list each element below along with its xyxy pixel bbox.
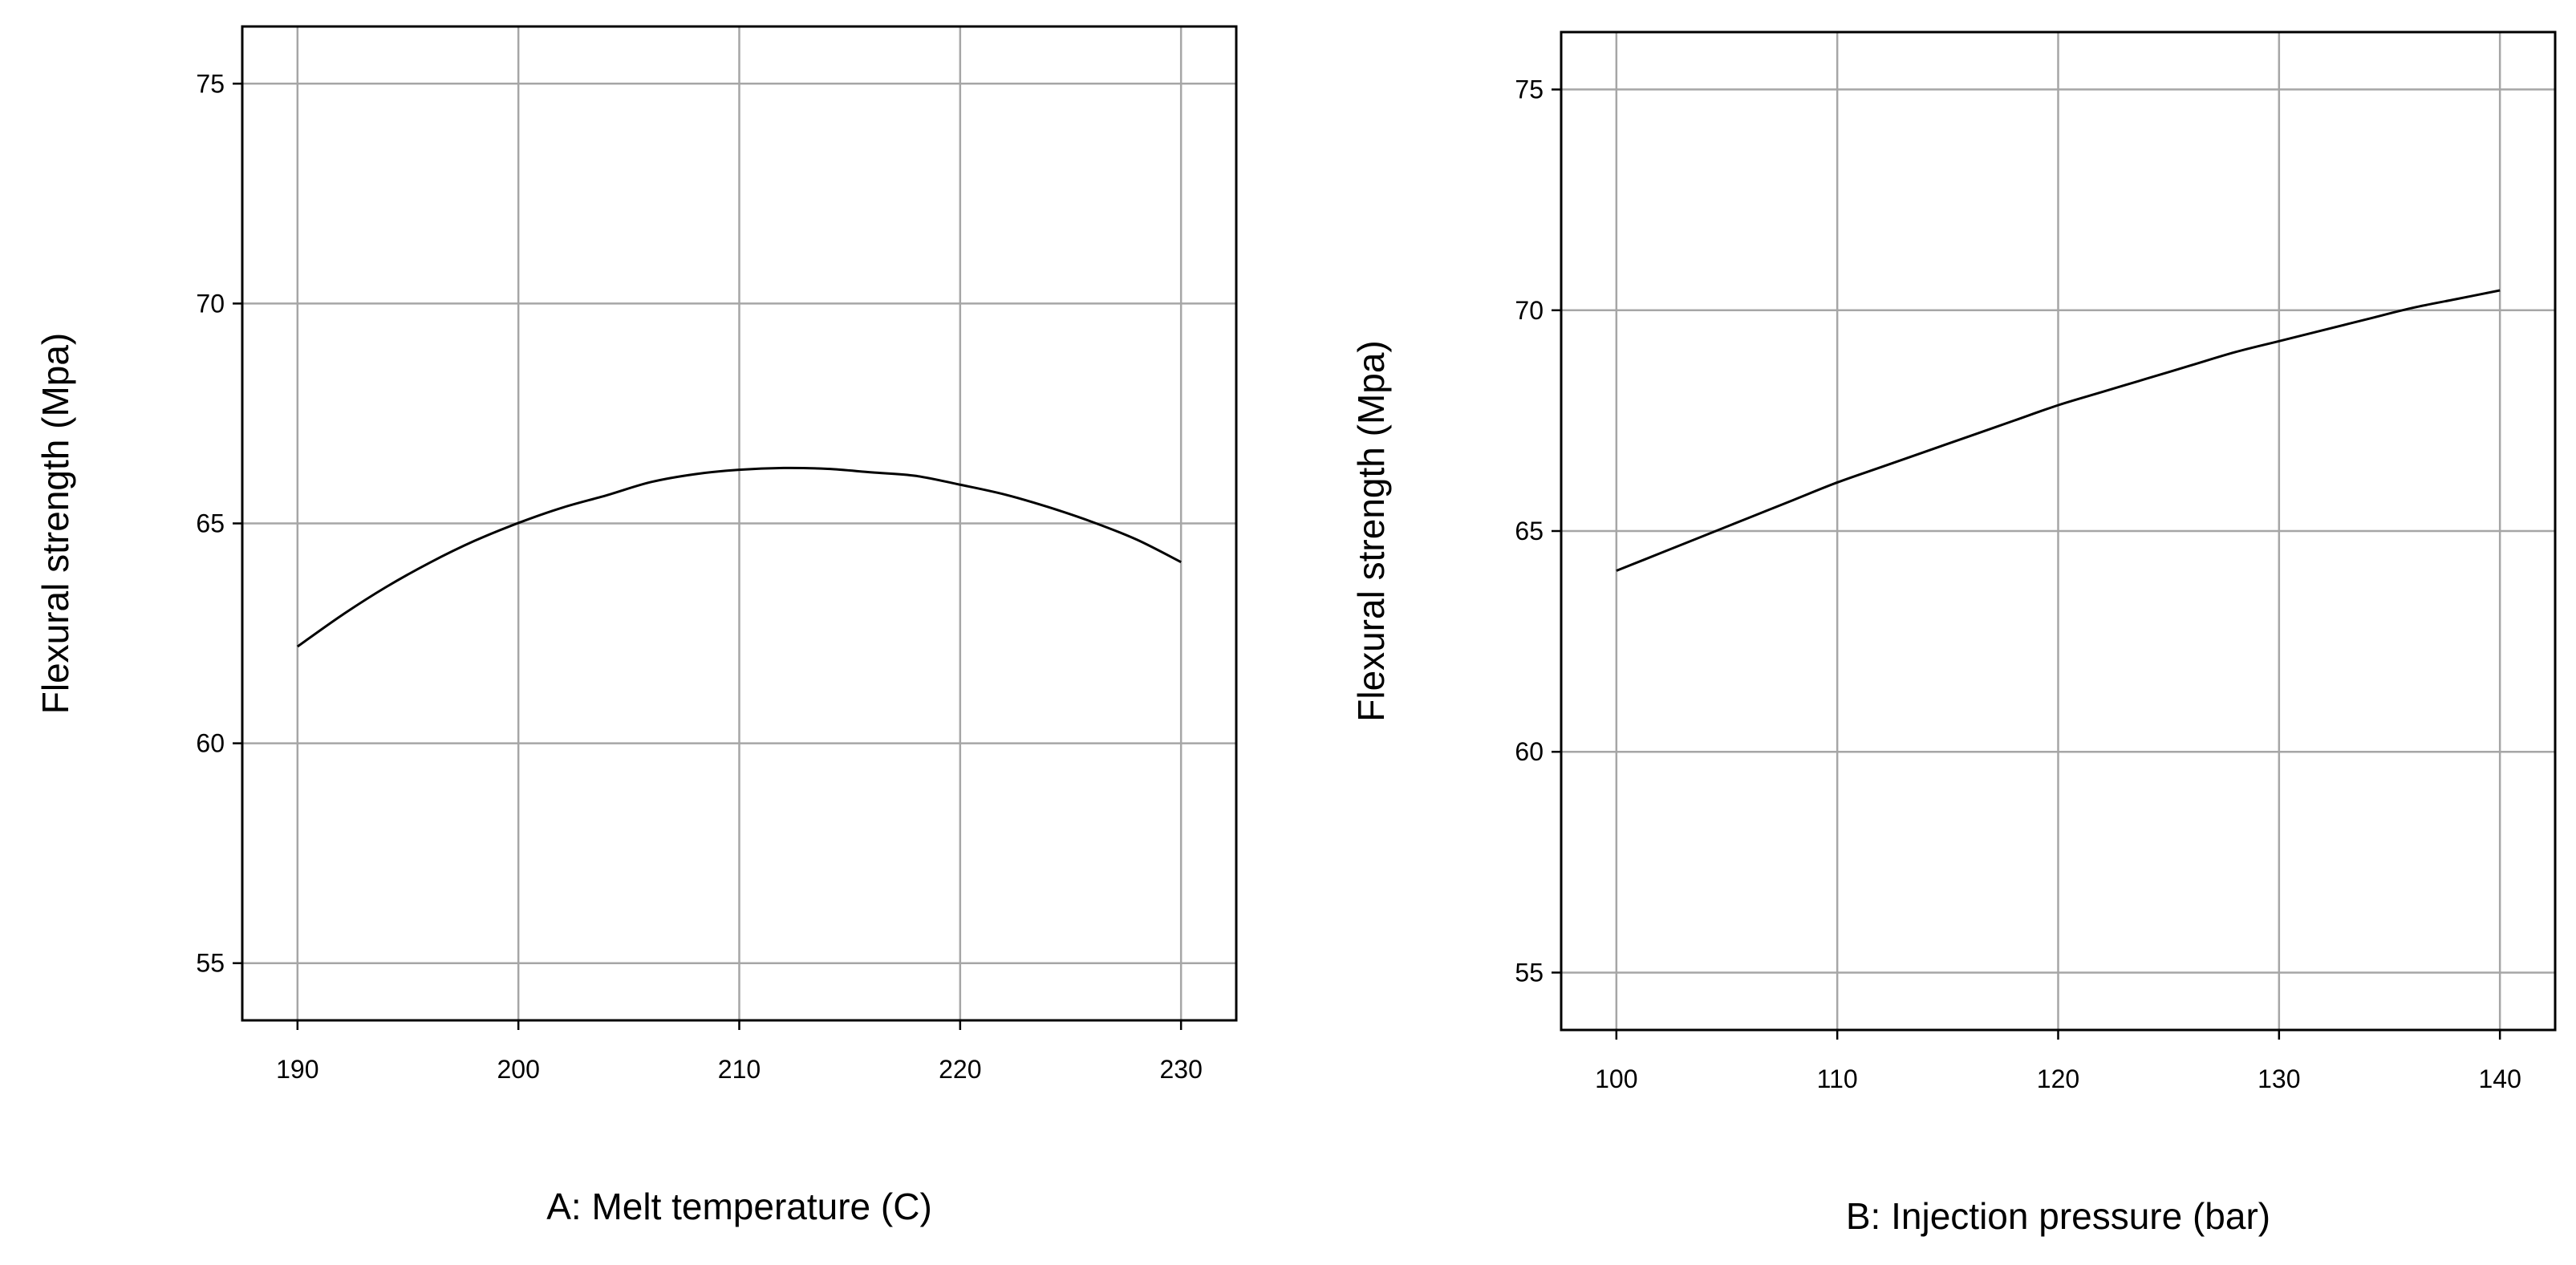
x-tick-label: 140 bbox=[2478, 1064, 2521, 1093]
x-axis-title: A: Melt temperature (C) bbox=[546, 1186, 932, 1227]
x-tick-label: 100 bbox=[1595, 1064, 1637, 1093]
x-tick-label: 190 bbox=[276, 1055, 318, 1084]
y-tick-label: 75 bbox=[196, 69, 225, 98]
series-line bbox=[296, 466, 1182, 648]
y-tick-label: 65 bbox=[1515, 517, 1544, 545]
x-tick-label: 130 bbox=[2258, 1064, 2300, 1093]
y-tick-label: 75 bbox=[1515, 75, 1544, 104]
y-tick-label: 60 bbox=[1515, 737, 1544, 766]
y-tick-label: 55 bbox=[196, 949, 225, 978]
y-tick-label: 60 bbox=[196, 729, 225, 758]
x-axis-title: B: Injection pressure (bar) bbox=[1846, 1195, 2270, 1237]
grid-layer bbox=[1561, 32, 2555, 1030]
chart-panel-melt-temperature: 190 200 210 220 230 55 60 65 70 75 A: Melt temper… bbox=[34, 25, 1238, 1227]
series-line bbox=[1616, 289, 2501, 572]
grid-layer bbox=[242, 26, 1236, 1020]
x-tick-label: 110 bbox=[1817, 1064, 1858, 1093]
y-axis-title: Flexural strength (Mpa) bbox=[1350, 340, 1392, 722]
x-tick-label: 120 bbox=[2037, 1064, 2079, 1093]
y-tick-label: 65 bbox=[196, 509, 225, 538]
y-tick-label: 70 bbox=[196, 289, 225, 318]
tick-layer: 100 110 120 130 140 55 60 65 70 75 bbox=[1515, 75, 2521, 1093]
x-tick-label: 200 bbox=[497, 1055, 539, 1084]
tick-layer: 190 200 210 220 230 55 60 65 70 75 bbox=[196, 69, 1202, 1084]
chart-panel-injection-pressure: 100 110 120 130 140 55 60 65 70 75 B: Injection p… bbox=[1350, 30, 2557, 1237]
y-tick-label: 55 bbox=[1515, 958, 1544, 987]
x-tick-label: 230 bbox=[1159, 1055, 1202, 1084]
x-tick-label: 210 bbox=[718, 1055, 761, 1084]
y-tick-label: 70 bbox=[1515, 296, 1544, 325]
y-axis-title: Flexural strength (Mpa) bbox=[34, 333, 76, 715]
x-tick-label: 220 bbox=[939, 1055, 981, 1084]
